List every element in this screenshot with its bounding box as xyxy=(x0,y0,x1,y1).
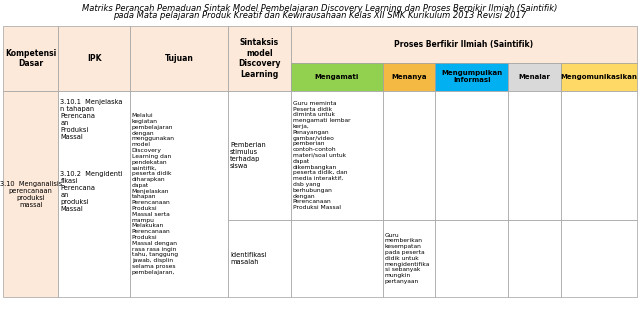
Bar xyxy=(58,26,130,91)
Bar xyxy=(435,220,508,297)
Bar xyxy=(228,26,291,91)
Bar xyxy=(435,91,508,220)
Bar xyxy=(3,26,58,91)
Text: Sintaksis
model
Discovery
Learning: Sintaksis model Discovery Learning xyxy=(238,38,281,78)
Text: Tujuan: Tujuan xyxy=(164,54,193,63)
Text: Kompetensi
Dasar: Kompetensi Dasar xyxy=(5,49,56,68)
Bar xyxy=(508,220,561,297)
Bar xyxy=(383,63,435,91)
Bar xyxy=(561,63,637,91)
Bar xyxy=(383,91,435,220)
Bar xyxy=(561,91,637,220)
Bar xyxy=(508,91,561,220)
Bar xyxy=(291,220,383,297)
Text: Proses Berfikir Ilmiah (Saintifik): Proses Berfikir Ilmiah (Saintifik) xyxy=(394,40,534,49)
Bar xyxy=(561,220,637,297)
Text: Guru
memberikan
kesempatan
pada peserta
didik untuk
mengidentifika
si sebanyak
m: Guru memberikan kesempatan pada peserta … xyxy=(385,233,430,284)
Bar xyxy=(228,220,291,297)
Bar xyxy=(228,91,291,220)
Bar xyxy=(508,63,561,91)
Bar xyxy=(3,91,58,297)
Bar xyxy=(435,63,508,91)
Text: 3.10.2  Mengidenti
fikasi
Perencana
an
produksi
Massal: 3.10.2 Mengidenti fikasi Perencana an pr… xyxy=(60,171,123,212)
Text: Mengamati: Mengamati xyxy=(315,74,359,80)
Text: Menanya: Menanya xyxy=(391,74,427,80)
Text: Menalar: Menalar xyxy=(518,74,550,80)
Bar xyxy=(291,63,383,91)
Bar xyxy=(130,26,228,91)
Text: Identifikasi
masalah: Identifikasi masalah xyxy=(230,252,267,265)
Text: 3.10.1  Menjelaska
n tahapan
Perencana
an
Produksi
Massal: 3.10.1 Menjelaska n tahapan Perencana an… xyxy=(60,99,123,140)
Bar xyxy=(58,91,130,297)
Text: Mengomunikasikan: Mengomunikasikan xyxy=(561,74,637,80)
Text: Matriks Perancah Pemaduan Sintak Model Pembelajaran Discovery Learning dan Prose: Matriks Perancah Pemaduan Sintak Model P… xyxy=(83,4,557,13)
Text: Melalui
kegiatan
pembelajaran
dengan
menggunakan
model
Discovery
Learning dan
pe: Melalui kegiatan pembelajaran dengan men… xyxy=(132,113,178,275)
Text: Pemberian
stimulus
terhadap
siswa: Pemberian stimulus terhadap siswa xyxy=(230,142,266,169)
Text: pada Mata pelajaran Produk Kreatif dan Kewirausahaan Kelas XII SMK Kurikulum 201: pada Mata pelajaran Produk Kreatif dan K… xyxy=(113,11,527,20)
Text: IPK: IPK xyxy=(87,54,101,63)
Text: Guru meminta
Peserta didik
diminta untuk
mengamati lembar
kerja,
Penayangan
gamb: Guru meminta Peserta didik diminta untuk… xyxy=(293,101,351,210)
Text: Mengumpulkan
Informasi: Mengumpulkan Informasi xyxy=(442,70,502,83)
Bar xyxy=(291,26,637,63)
Text: 3.10  Menganalisis
perencanaan
produksi
massal: 3.10 Menganalisis perencanaan produksi m… xyxy=(0,181,62,208)
Bar xyxy=(383,220,435,297)
Bar xyxy=(130,91,228,297)
Bar xyxy=(291,91,383,220)
